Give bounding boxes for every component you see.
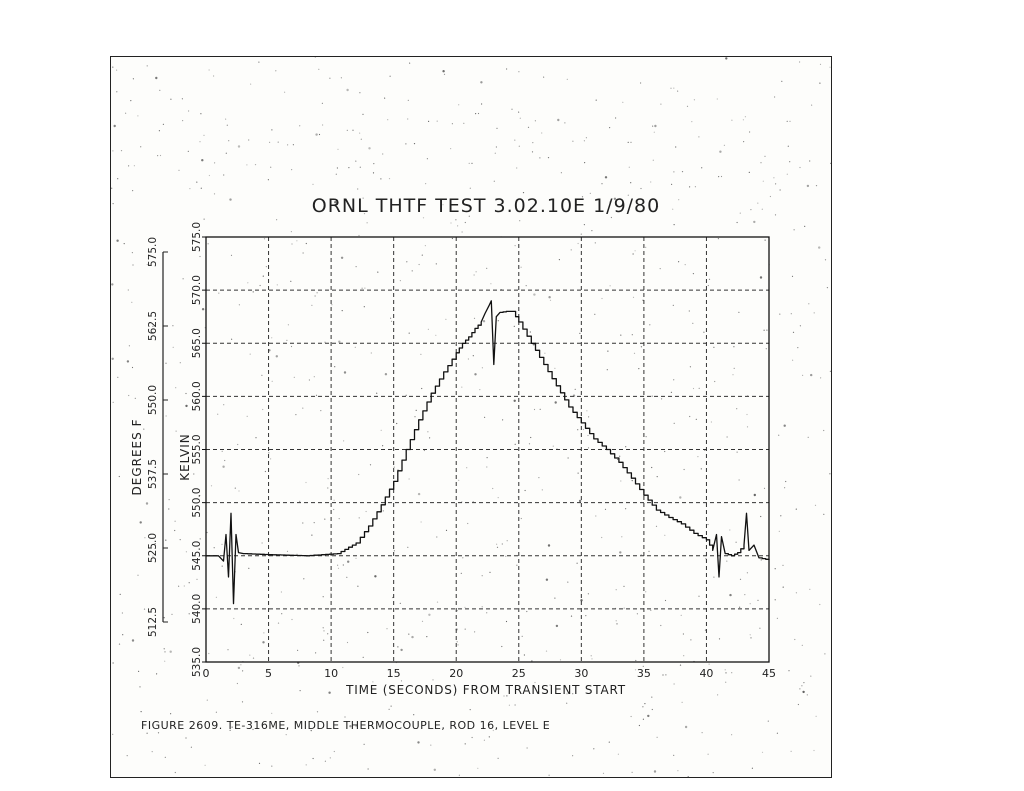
- fahrenheit-tick-label: 575.0: [147, 237, 159, 267]
- scan-speckle-noise: [111, 57, 832, 778]
- x-axis-label: TIME (SECONDS) FROM TRANSIENT START: [345, 683, 626, 697]
- x-tick-label: 10: [324, 667, 338, 680]
- x-tick-label: 5: [265, 667, 272, 680]
- fahrenheit-tick-label: 562.5: [147, 311, 159, 341]
- x-tick-label: 20: [449, 667, 463, 680]
- x-tick-label: 30: [574, 667, 588, 680]
- series-line: [206, 300, 770, 605]
- scanned-figure-frame: ORNL THTF TEST 3.02.10E 1/9/80 0 5 10 15 20 2…: [110, 56, 832, 778]
- fahrenheit-tick-label: 550.0: [147, 385, 159, 415]
- kelvin-tick-labels: 535.0 540.0 545.0 550.0 555.0 560.0 565.0 570.0…: [191, 222, 206, 677]
- fahrenheit-axis-label: DEGREES F: [130, 419, 144, 496]
- chart-grid: [206, 237, 769, 662]
- x-tick-label: 40: [699, 667, 713, 680]
- fahrenheit-tick-labels: 512.5 525.0 537.5 550.0 562.5 575.0: [147, 237, 168, 637]
- x-tick-label: 35: [637, 667, 651, 680]
- kelvin-tick-label: 575.0: [191, 222, 203, 252]
- fahrenheit-tick-label: 512.5: [147, 607, 159, 637]
- figure-caption: FIGURE 2609. TE-316ME, MIDDLE THERMOCOUP…: [141, 719, 550, 732]
- x-tick-label: 15: [387, 667, 401, 680]
- temperature-transient-chart: ORNL THTF TEST 3.02.10E 1/9/80 0 5 10 15 20 2…: [111, 57, 832, 778]
- x-tick-label: 25: [512, 667, 526, 680]
- x-tick-label: 45: [762, 667, 776, 680]
- x-tick-label: 0: [203, 667, 210, 680]
- kelvin-tick-label: 560.0: [191, 381, 203, 411]
- x-axis-tick-labels: 0 5 10 15 20 25 30 35 40 45: [203, 667, 777, 680]
- kelvin-tick-label: 545.0: [191, 541, 203, 571]
- chart-title: ORNL THTF TEST 3.02.10E 1/9/80: [312, 195, 661, 217]
- fahrenheit-tick-label: 525.0: [147, 533, 159, 563]
- kelvin-tick-label: 550.0: [191, 488, 203, 518]
- kelvin-tick-label: 540.0: [191, 594, 203, 624]
- kelvin-tick-label: 565.0: [191, 328, 203, 358]
- kelvin-tick-label: 535.0: [191, 647, 203, 677]
- kelvin-tick-label: 570.0: [191, 275, 203, 305]
- fahrenheit-tick-label: 537.5: [147, 459, 159, 489]
- kelvin-tick-label: 555.0: [191, 434, 203, 464]
- kelvin-axis-label: KELVIN: [178, 433, 192, 481]
